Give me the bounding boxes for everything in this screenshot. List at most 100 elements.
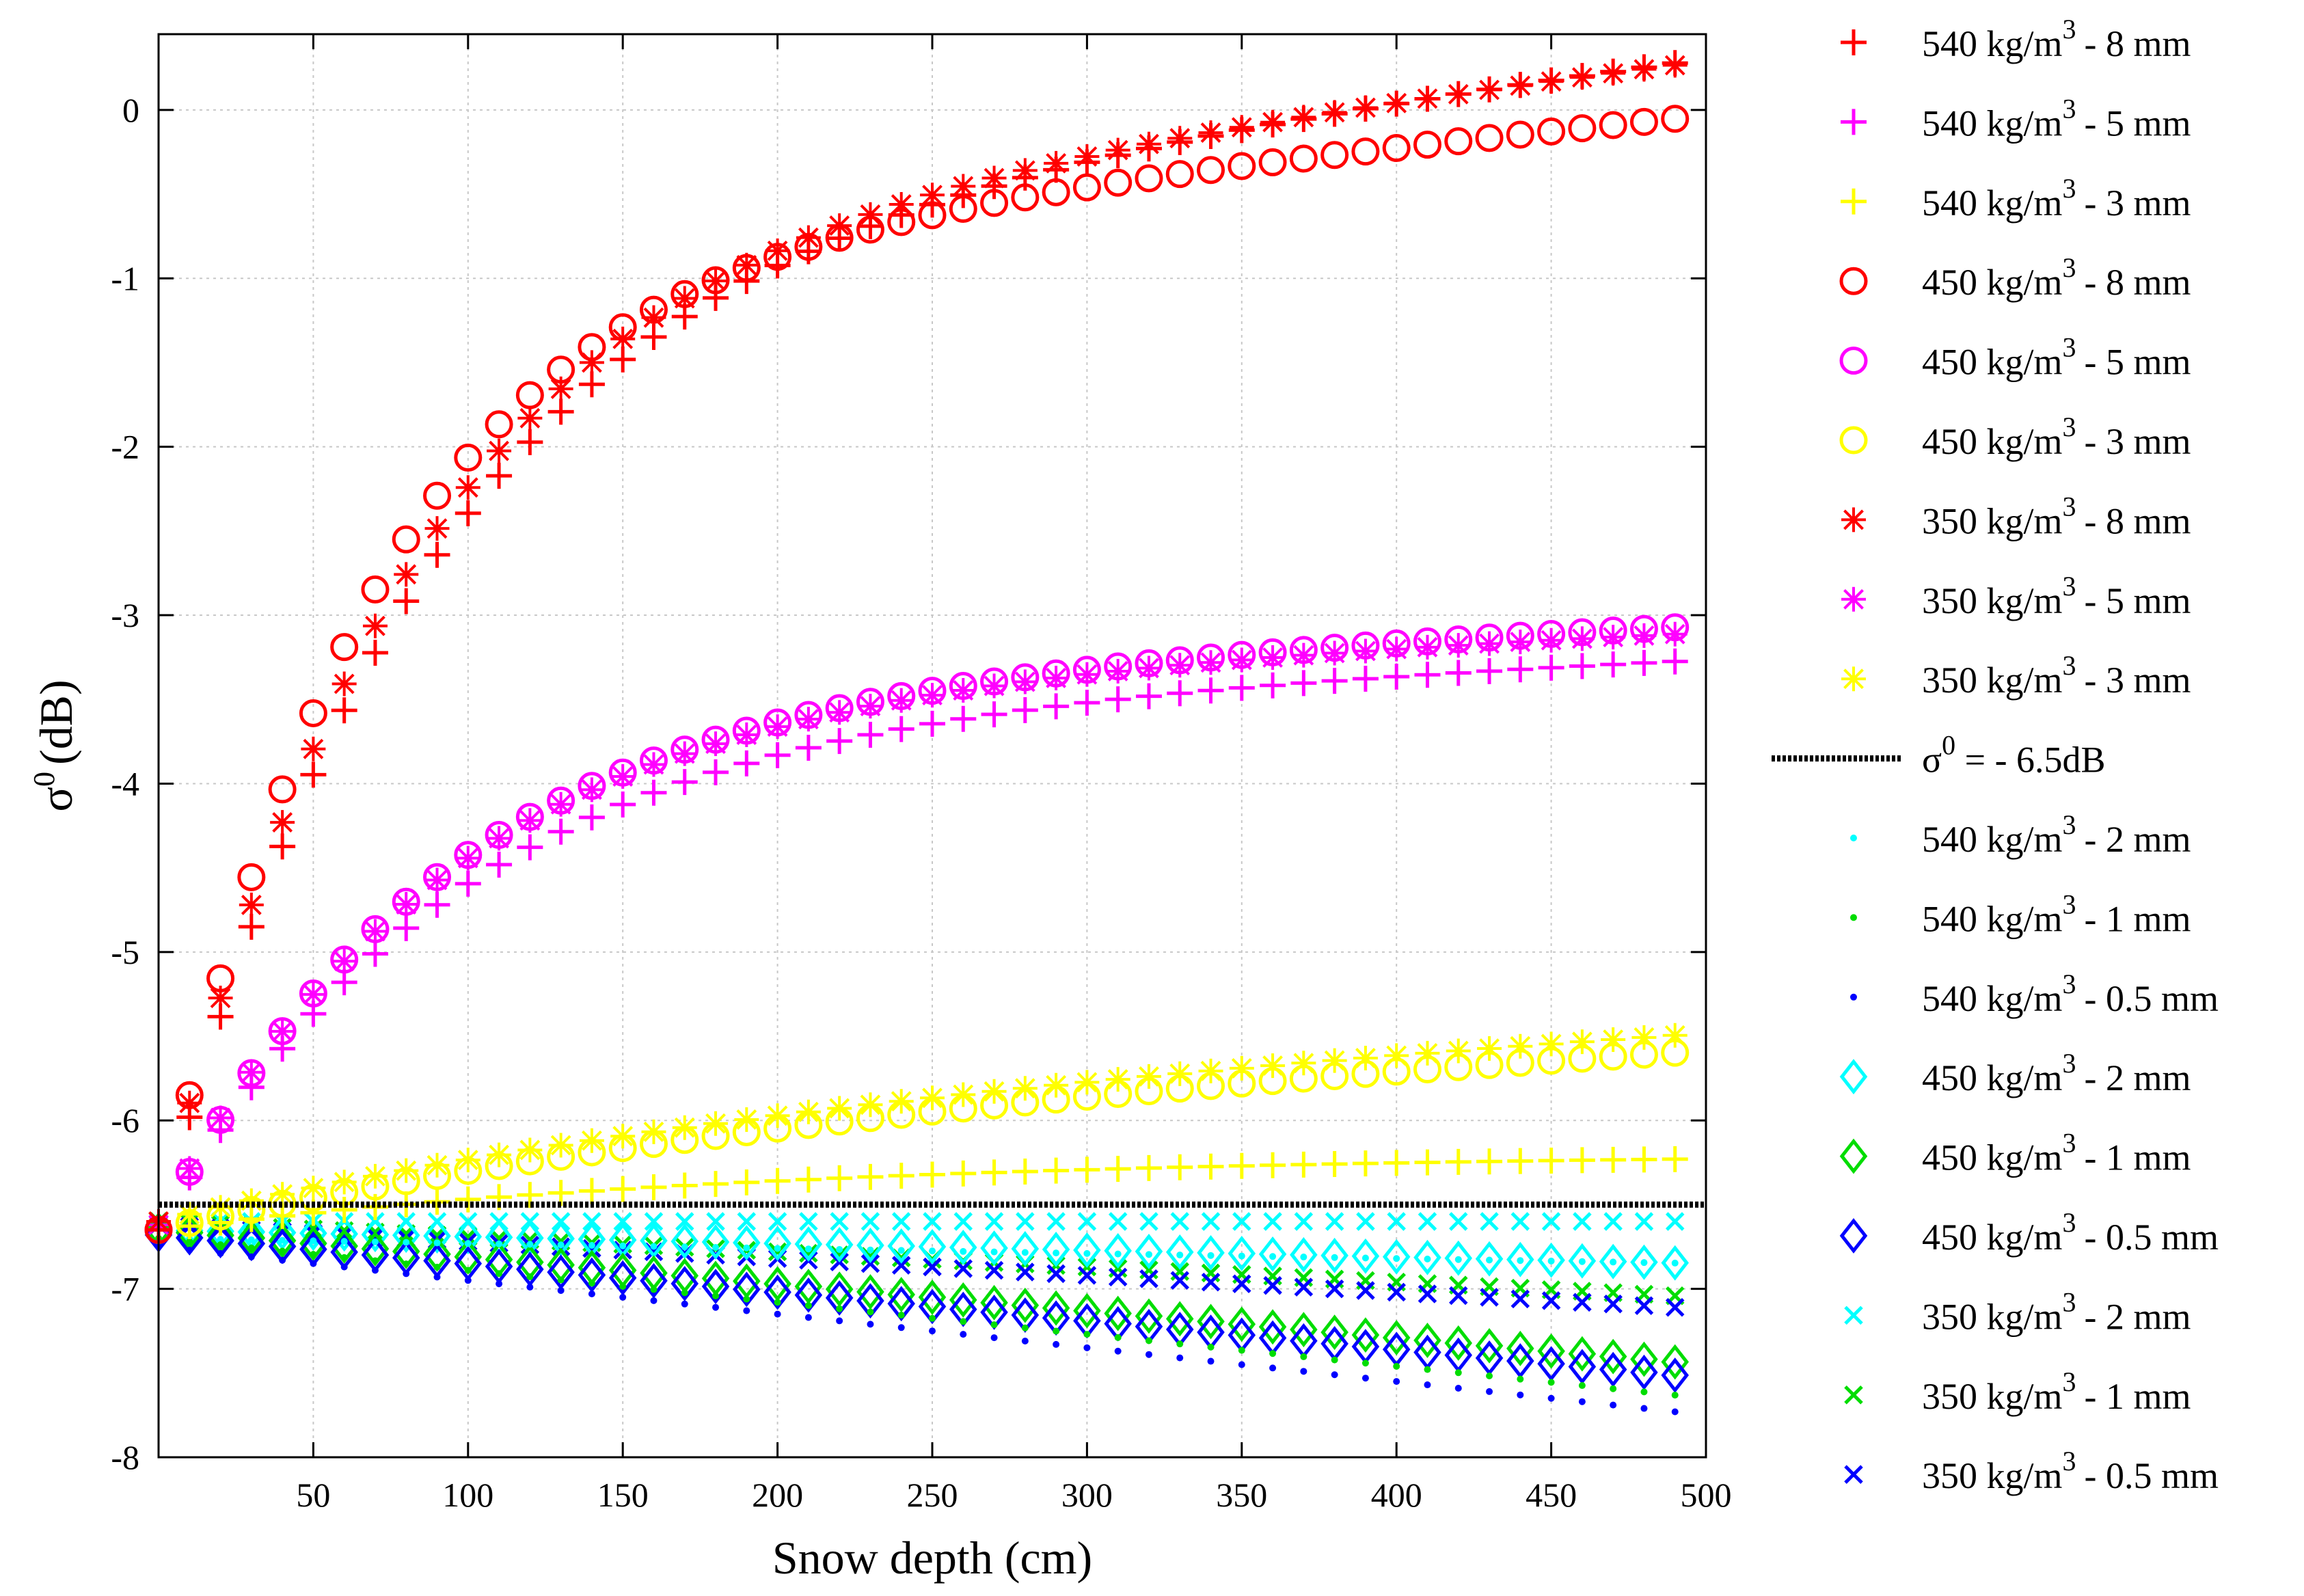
data-point bbox=[671, 769, 698, 796]
data-point bbox=[610, 326, 636, 351]
data-point bbox=[588, 1280, 595, 1287]
data-point bbox=[1232, 1274, 1251, 1293]
data-point bbox=[1541, 1291, 1561, 1310]
data-point bbox=[1073, 1293, 1101, 1329]
data-point bbox=[330, 633, 359, 662]
data-point bbox=[1077, 1212, 1097, 1231]
data-point bbox=[681, 1289, 688, 1297]
data-point bbox=[557, 1241, 565, 1249]
data-point bbox=[703, 759, 729, 785]
data-point bbox=[1446, 81, 1471, 107]
data-point bbox=[712, 1303, 720, 1311]
data-point bbox=[712, 1243, 720, 1251]
data-point bbox=[857, 721, 884, 748]
data-point bbox=[1486, 1256, 1493, 1264]
data-point bbox=[1661, 1245, 1689, 1281]
data-point bbox=[1444, 1240, 1473, 1276]
legend-marker bbox=[1841, 507, 1866, 532]
data-point bbox=[951, 174, 976, 199]
legend-entry: 350 kg/m3 - 1 mm bbox=[1844, 1366, 2191, 1417]
data-point bbox=[1260, 109, 1286, 135]
data-point bbox=[301, 736, 326, 761]
data-point bbox=[980, 1230, 1008, 1266]
data-point bbox=[424, 867, 450, 893]
data-point bbox=[394, 1158, 419, 1183]
data-point bbox=[517, 834, 543, 861]
data-point bbox=[1610, 1401, 1617, 1409]
data-point bbox=[1053, 1327, 1060, 1335]
data-point bbox=[455, 870, 481, 897]
data-point bbox=[1510, 1289, 1530, 1309]
data-point bbox=[177, 1090, 202, 1115]
x-tick-label: 450 bbox=[1526, 1476, 1577, 1514]
data-point bbox=[1634, 1296, 1654, 1316]
data-point bbox=[1325, 1212, 1344, 1231]
data-point bbox=[1011, 1287, 1040, 1323]
data-point bbox=[270, 810, 295, 835]
data-point bbox=[737, 1212, 757, 1231]
y-tick-label: -3 bbox=[111, 596, 139, 634]
data-point bbox=[1569, 626, 1595, 651]
data-point bbox=[891, 1212, 911, 1231]
data-point bbox=[960, 1247, 967, 1255]
data-point bbox=[1610, 1385, 1617, 1392]
legend-density: 540 kg/m bbox=[1922, 182, 2063, 224]
data-point bbox=[1197, 1153, 1224, 1180]
data-point bbox=[1603, 1212, 1623, 1231]
data-point bbox=[1671, 1408, 1679, 1416]
data-point bbox=[1539, 69, 1564, 94]
x-tick-label: 250 bbox=[907, 1476, 958, 1514]
data-point bbox=[526, 1241, 534, 1248]
data-point bbox=[424, 1152, 450, 1178]
legend-label: 450 kg/m3 - 2 mm bbox=[1922, 1048, 2191, 1098]
data-point bbox=[867, 1246, 874, 1254]
legend-superscript: 3 bbox=[2063, 14, 2076, 44]
data-point bbox=[548, 1133, 573, 1158]
data-point bbox=[794, 1226, 823, 1262]
data-point bbox=[578, 371, 605, 398]
data-point bbox=[764, 1167, 791, 1194]
data-point bbox=[1072, 173, 1101, 202]
data-point bbox=[433, 1239, 441, 1247]
data-point bbox=[582, 1212, 601, 1231]
data-point bbox=[1145, 1337, 1152, 1344]
data-point bbox=[1238, 1361, 1245, 1368]
data-point bbox=[1322, 640, 1347, 666]
data-point bbox=[486, 851, 513, 878]
data-point bbox=[1074, 1157, 1100, 1183]
legend-grain: - 2 mm bbox=[2085, 1296, 2191, 1337]
data-point bbox=[960, 1318, 967, 1325]
data-point bbox=[1424, 1366, 1431, 1373]
y-tick-label: -6 bbox=[111, 1101, 139, 1139]
legend-grain: - 2 mm bbox=[2085, 1057, 2191, 1098]
data-point bbox=[1201, 1212, 1221, 1231]
data-point bbox=[1446, 633, 1471, 658]
data-point bbox=[217, 1236, 224, 1243]
series-350-kg-m3-8-mm bbox=[146, 53, 1688, 1234]
data-point bbox=[1083, 1249, 1091, 1257]
data-point bbox=[867, 1308, 874, 1316]
legend-threshold-rest: = - 6.5dB bbox=[1955, 740, 2105, 781]
data-point bbox=[919, 710, 945, 737]
data-point bbox=[1083, 1331, 1091, 1338]
data-point bbox=[960, 1331, 967, 1338]
legend-marker bbox=[1841, 586, 1866, 612]
data-point bbox=[796, 225, 821, 250]
legend-superscript: 3 bbox=[2063, 491, 2076, 522]
data-point bbox=[1167, 653, 1193, 678]
data-point bbox=[950, 705, 977, 732]
data-point bbox=[486, 463, 513, 489]
data-point bbox=[1321, 1150, 1348, 1177]
data-point bbox=[1108, 1267, 1128, 1287]
data-point bbox=[825, 1271, 854, 1308]
data-point bbox=[1074, 662, 1100, 687]
legend-label: 350 kg/m3 - 2 mm bbox=[1922, 1286, 2191, 1337]
data-point bbox=[237, 1220, 266, 1256]
data-point bbox=[270, 1018, 295, 1044]
data-point bbox=[1662, 1023, 1688, 1048]
y-tick-label: -5 bbox=[111, 933, 139, 971]
data-point bbox=[644, 1212, 664, 1231]
data-point bbox=[361, 1217, 390, 1253]
data-point bbox=[920, 683, 945, 708]
